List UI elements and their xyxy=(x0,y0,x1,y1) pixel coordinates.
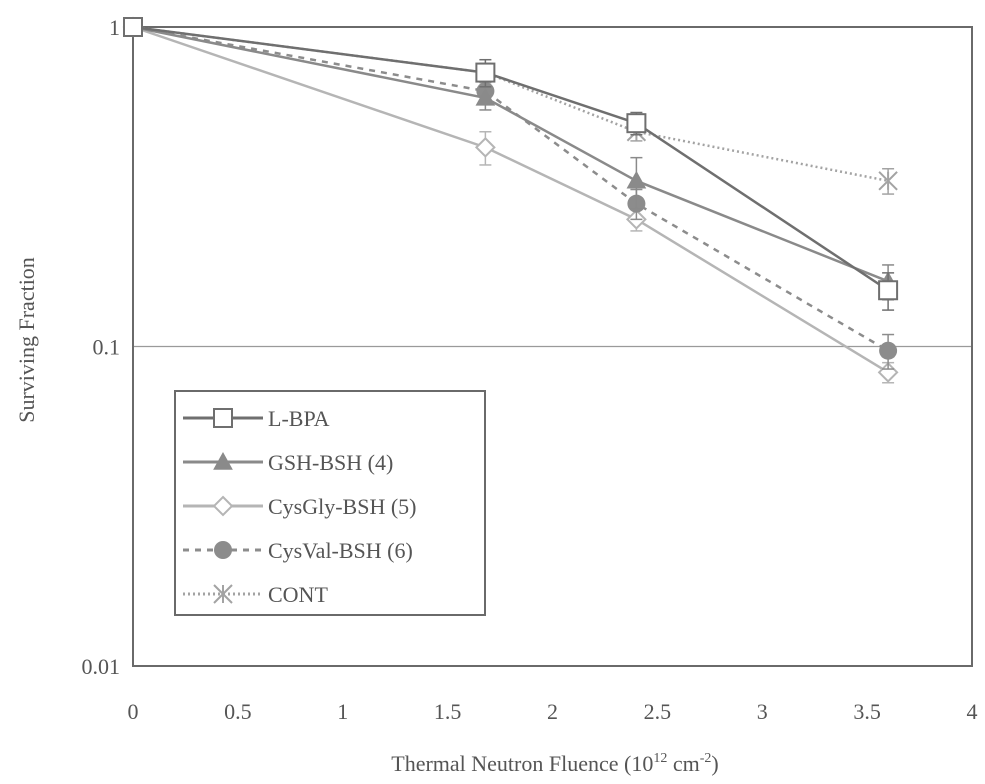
point-cysval-bsh-6 xyxy=(879,341,898,360)
legend-item-gsh-bsh-4: GSH-BSH (4) xyxy=(183,450,393,475)
legend-marker-l-bpa xyxy=(213,408,233,428)
x-tick-label: 0.5 xyxy=(224,699,252,724)
legend-label-cysgly-bsh-5: CysGly-BSH (5) xyxy=(268,494,417,519)
x-tick-label: 3.5 xyxy=(853,699,881,724)
point-cysgly-bsh-5 xyxy=(474,136,496,158)
x-tick-label: 0 xyxy=(128,699,139,724)
plot-frame xyxy=(132,26,973,667)
x-axis-label-mid: cm xyxy=(667,751,699,776)
legend-item-cysgly-bsh-5: CysGly-BSH (5) xyxy=(183,494,417,519)
legend-item-cysval-bsh-6: CysVal-BSH (6) xyxy=(183,538,413,563)
x-axis-label-sup2: -2 xyxy=(700,751,712,766)
point-gsh-bsh-4 xyxy=(626,170,647,189)
y-axis-ticks: 1 0.1 0.01 xyxy=(82,15,121,679)
legend-marker-gsh-bsh-4 xyxy=(213,451,233,470)
y-tick-label: 0.1 xyxy=(93,335,121,360)
y-axis-label: Surviving Fraction xyxy=(14,257,39,423)
point-l-bpa xyxy=(626,113,647,134)
series-line-gsh-bsh-4 xyxy=(132,25,889,283)
legend: L-BPA GSH-BSH (4) CysGly-BSH (5) CysVal-BSH… xyxy=(174,390,486,616)
x-tick-label: 4 xyxy=(967,699,978,724)
x-axis-ticks: 0 0.5 1 1.5 2 2.5 3 3.5 4 xyxy=(128,699,978,724)
legend-label-cont: CONT xyxy=(268,582,328,607)
legend-marker-cysgly-bsh-5 xyxy=(212,495,234,517)
legend-item-l-bpa: L-BPA xyxy=(183,406,330,431)
legend-marker-cysval-bsh-6 xyxy=(214,541,232,559)
series-line-l-bpa xyxy=(132,25,889,292)
legend-label-cysval-bsh-6: CysVal-BSH (6) xyxy=(268,538,413,563)
legend-label-l-bpa: L-BPA xyxy=(268,406,330,431)
series-line-cysgly-bsh-5 xyxy=(132,25,889,374)
x-tick-label: 2.5 xyxy=(644,699,672,724)
point-l-bpa xyxy=(123,17,143,37)
legend-item-cont: CONT xyxy=(183,582,328,607)
point-gsh-bsh-4 xyxy=(475,87,496,106)
x-tick-label: 3 xyxy=(757,699,768,724)
legend-items: L-BPA GSH-BSH (4) CysGly-BSH (5) CysVal-BSH… xyxy=(183,406,417,607)
x-axis-label-sup1: 12 xyxy=(653,751,667,766)
legend-label-gsh-bsh-4: GSH-BSH (4) xyxy=(268,450,393,475)
x-tick-label: 1.5 xyxy=(434,699,462,724)
legend-marker-cont xyxy=(213,584,233,604)
point-l-bpa xyxy=(475,62,496,83)
series-line-cont xyxy=(132,25,889,183)
point-l-bpa xyxy=(878,280,899,301)
x-axis-label-main: Thermal Neutron Fluence (10 xyxy=(391,751,653,776)
x-axis-label: Thermal Neutron Fluence (1012 cm-2) xyxy=(391,751,718,776)
series-l-bpa xyxy=(123,17,899,311)
x-axis-label-end: ) xyxy=(711,751,718,776)
y-tick-label: 1 xyxy=(109,15,120,40)
x-tick-label: 1 xyxy=(337,699,348,724)
y-tick-label: 0.01 xyxy=(82,654,121,679)
x-tick-label: 2 xyxy=(547,699,558,724)
point-cont xyxy=(878,171,898,191)
series-layer xyxy=(122,16,899,384)
